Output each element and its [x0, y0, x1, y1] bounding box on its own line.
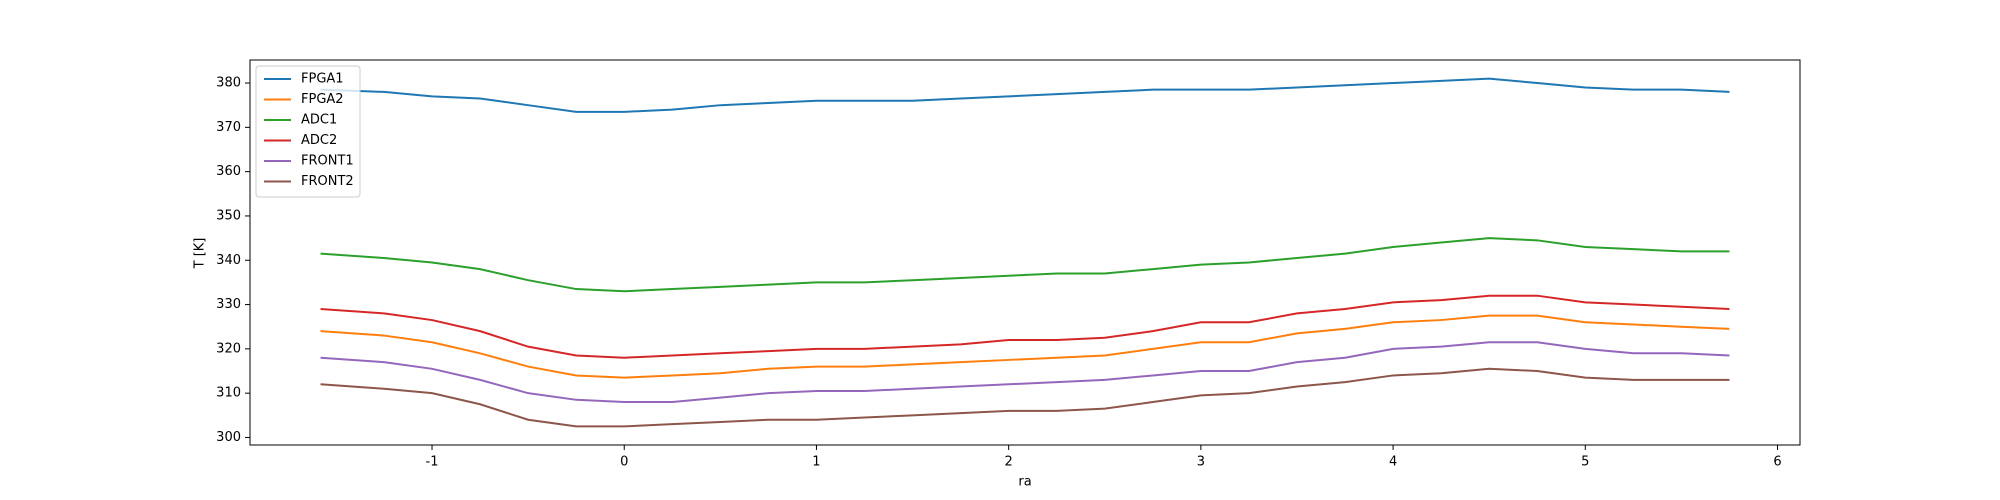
- legend-label: FPGA1: [301, 72, 344, 87]
- y-tick-label: 340: [216, 253, 241, 268]
- x-tick-label: 2: [1005, 455, 1013, 470]
- x-tick-label: 1: [812, 455, 820, 470]
- line: [320, 294, 1730, 359]
- line: [320, 341, 1730, 404]
- legend-label: ADC2: [301, 133, 337, 148]
- y-tick-label: 380: [216, 76, 241, 91]
- legend-label: FPGA2: [301, 92, 344, 107]
- x-tick-label: 6: [1773, 455, 1781, 470]
- y-tick-label: 360: [216, 164, 241, 179]
- x-tick-label: -1: [426, 455, 439, 470]
- y-tick-label: 320: [216, 341, 241, 356]
- x-tick-label: 0: [620, 455, 628, 470]
- line: [320, 314, 1730, 379]
- line: [320, 77, 1730, 113]
- y-tick-label: 310: [216, 386, 241, 401]
- x-tick-label: 5: [1581, 455, 1589, 470]
- legend-label: FRONT2: [301, 174, 354, 189]
- plot-frame: [249, 59, 1801, 446]
- line: [320, 237, 1730, 293]
- y-axis-label: T [K]: [193, 238, 208, 270]
- x-axis-label: ra: [1018, 475, 1031, 490]
- y-tick-label: 330: [216, 297, 241, 312]
- legend-label: FRONT1: [301, 154, 354, 169]
- legend-label: ADC1: [301, 113, 337, 128]
- y-tick-label: 300: [216, 430, 241, 445]
- x-tick-label: 4: [1389, 455, 1397, 470]
- line: [320, 367, 1730, 428]
- y-tick-label: 350: [216, 208, 241, 223]
- y-tick-label: 370: [216, 120, 241, 135]
- x-tick-label: 3: [1197, 455, 1205, 470]
